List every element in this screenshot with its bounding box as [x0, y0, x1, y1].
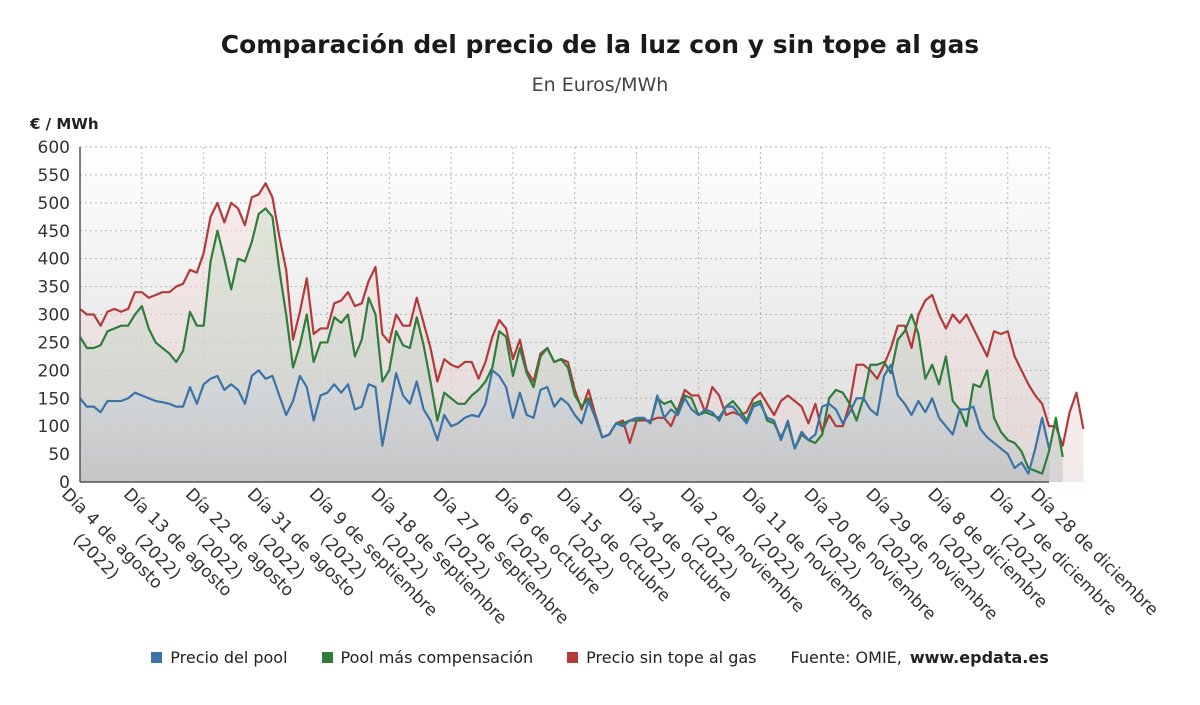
y-tick-labels: 0 50 100 150 200 250 300 350 400 450 500 550 600 — [38, 138, 70, 493]
legend-swatch-pool — [151, 652, 163, 663]
source-note: Fuente: OMIE, www.epdata.es — [791, 648, 1049, 667]
chart-title: Comparación del precio de la luz con y s… — [220, 30, 980, 59]
y-tick-label: 400 — [38, 250, 70, 270]
source-label: Fuente: OMIE, — [790, 648, 902, 667]
legend-item-sin-tope: Precio sin tope al gas — [567, 648, 757, 667]
legend-item-pool: Precio del pool — [151, 648, 288, 667]
x-tick-labels: Día 4 de agosto(2022)Día 13 de agosto(20… — [57, 484, 1162, 628]
y-tick-label: 550 — [38, 166, 70, 186]
y-axis-label: € / MWh — [29, 115, 99, 133]
source-link[interactable]: www.epdata.es — [909, 648, 1049, 667]
y-tick-label: 200 — [38, 361, 70, 381]
legend-swatch-sin-tope — [567, 652, 579, 663]
chart-subtitle: En Euros/MWh — [531, 74, 669, 96]
series-line — [79, 363, 1051, 475]
series-areas — [80, 183, 1084, 483]
series-lines — [79, 182, 1085, 475]
legend-item-compensacion: Pool más compensación — [321, 648, 534, 667]
y-tick-label: 250 — [38, 333, 70, 353]
legend-label-pool: Precio del pool — [170, 648, 288, 667]
y-tick-label: 300 — [38, 306, 70, 326]
y-tick-label: 0 — [59, 473, 70, 493]
axes — [79, 147, 1049, 483]
series-area — [80, 364, 1049, 482]
y-tick-label: 350 — [38, 278, 70, 298]
y-tick-label: 600 — [38, 138, 70, 158]
series-line — [79, 207, 1064, 475]
y-tick-label: 500 — [38, 194, 70, 214]
y-tick-label: 150 — [38, 389, 70, 409]
y-tick-label: 100 — [38, 417, 70, 437]
legend-swatch-compensacion — [321, 652, 333, 663]
legend-label-compensacion: Pool más compensación — [340, 648, 534, 667]
y-tick-label: 450 — [38, 222, 70, 242]
y-tick-label: 50 — [48, 445, 70, 465]
legend: Precio del pool Pool más compensación Pr… — [0, 648, 1200, 667]
legend-label-sin-tope: Precio sin tope al gas — [586, 648, 757, 667]
